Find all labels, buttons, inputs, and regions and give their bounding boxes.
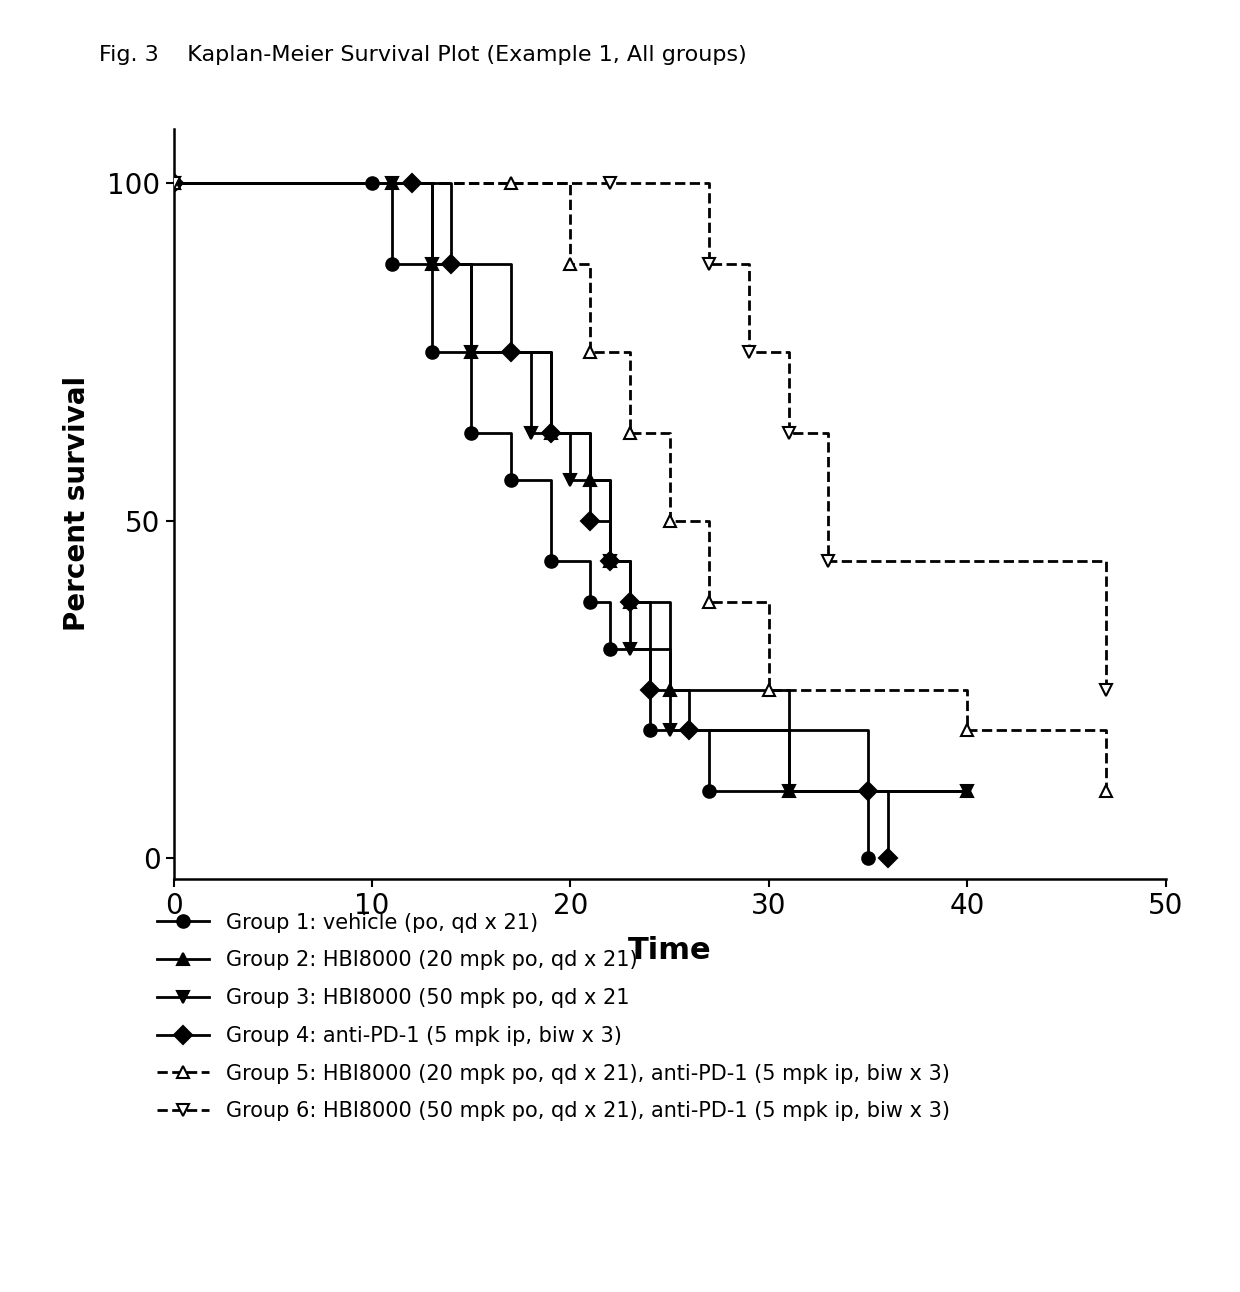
X-axis label: Time: Time — [627, 937, 712, 965]
Text: Fig. 3    Kaplan-Meier Survival Plot (Example 1, All groups): Fig. 3 Kaplan-Meier Survival Plot (Examp… — [99, 45, 746, 65]
Legend: Group 1: vehicle (po, qd x 21), Group 2: HBI8000 (20 mpk po, qd x 21), Group 3: : Group 1: vehicle (po, qd x 21), Group 2:… — [149, 904, 959, 1129]
Y-axis label: Percent survival: Percent survival — [62, 376, 91, 632]
